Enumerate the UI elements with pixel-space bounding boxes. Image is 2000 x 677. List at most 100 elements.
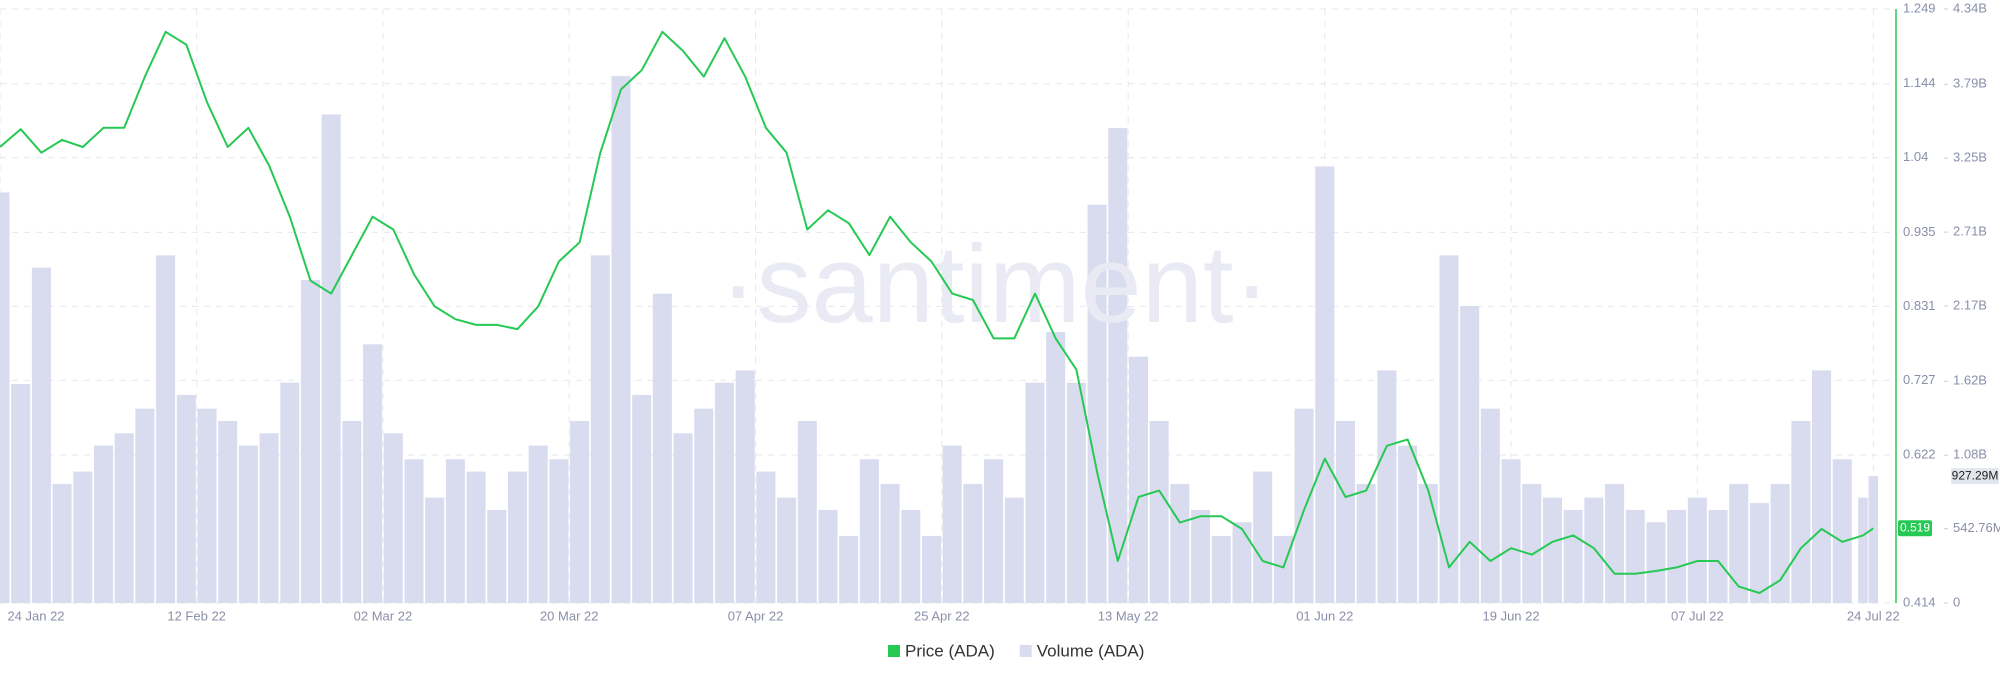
volume-bar	[963, 483, 983, 603]
volume-bar	[1377, 370, 1397, 603]
volume-bar	[11, 384, 31, 603]
x-tick-label: 24 Jul 22	[1847, 608, 1900, 623]
volume-bar	[342, 420, 362, 603]
y-tick-label: 0.935	[1903, 224, 1936, 239]
volume-bar	[921, 535, 941, 603]
volume-bar	[1108, 128, 1128, 603]
volume-bar	[52, 483, 72, 603]
y2-tick-label: 1.62B	[1953, 373, 1987, 388]
volume-bar	[735, 370, 755, 603]
volume-bar	[1522, 483, 1542, 603]
x-tick-label: 07 Apr 22	[728, 608, 784, 623]
legend-swatch	[888, 645, 900, 657]
volume-bar	[197, 408, 217, 603]
volume-bar	[777, 497, 797, 603]
volume-bar	[694, 408, 714, 603]
volume-bar	[383, 433, 403, 603]
volume-bar	[901, 509, 921, 603]
background-layer	[0, 8, 1894, 604]
volume-bar	[984, 459, 1004, 603]
volume-bar	[363, 344, 383, 603]
volume-bar	[487, 509, 507, 603]
last-value-badge	[1898, 520, 1932, 537]
y-tick-label: 0.414	[1903, 594, 1936, 609]
volume-bar	[756, 471, 776, 603]
volume-bar	[218, 420, 238, 603]
y-tick-label: 0.831	[1903, 298, 1936, 313]
volume-bar	[818, 509, 838, 603]
legend-swatch	[1019, 645, 1032, 657]
y2-tick-label: 4.34B	[1953, 0, 1987, 15]
volume-bar	[1335, 420, 1355, 603]
volume-bar	[797, 420, 817, 603]
x-tick-label: 25 Apr 22	[914, 608, 970, 623]
volume-bar	[1232, 522, 1252, 603]
volume-bar	[466, 471, 486, 603]
volume-bar	[1439, 255, 1459, 604]
volume-bar	[1687, 497, 1707, 603]
last-value-label: 0.519	[1900, 520, 1930, 534]
y-tick-label: 0.622	[1903, 446, 1936, 461]
y2-tick-label: 2.71B	[1953, 224, 1987, 239]
volume-bar	[1253, 471, 1273, 603]
x-tick-label: 07 Jul 22	[1671, 608, 1724, 623]
volume-bar	[445, 459, 465, 603]
volume-bar	[1542, 497, 1562, 603]
volume-bar	[611, 76, 631, 603]
volume-bar	[1858, 497, 1868, 603]
volume-bar	[1480, 408, 1500, 603]
volume-bar	[1563, 509, 1583, 603]
volume-bar	[1004, 497, 1024, 603]
volume-bar	[1646, 522, 1666, 603]
volume-bar	[942, 445, 962, 603]
volume-bar	[714, 382, 735, 603]
y2-tick-label: 3.79B	[1953, 76, 1987, 91]
x-tick-label: 24 Jan 22	[7, 608, 64, 623]
volume-bar	[632, 394, 652, 603]
volume-bar	[93, 445, 114, 603]
y2-tick-label: 542.76M	[1953, 520, 2000, 535]
volume-bar	[1356, 483, 1376, 603]
volume-bar	[31, 267, 51, 603]
x-tick-label: 02 Mar 22	[354, 608, 413, 623]
volume-bar	[507, 471, 528, 603]
volume-bar	[1729, 483, 1749, 603]
volume-bar	[1584, 497, 1604, 603]
volume-bar	[1025, 382, 1045, 603]
volume-bar	[1087, 204, 1107, 604]
volume-bar	[156, 255, 176, 604]
volume-bar	[425, 497, 445, 603]
volume-bar	[1149, 420, 1169, 603]
volume-bar	[1211, 535, 1231, 603]
volume-bar	[321, 114, 341, 604]
volume-bar	[1170, 483, 1190, 603]
y-tick-label: 0.727	[1903, 372, 1936, 387]
volume-bar	[1191, 509, 1211, 603]
volume-bar	[1128, 356, 1148, 603]
volume-bar	[1294, 408, 1314, 603]
volume-bar	[1066, 382, 1086, 603]
volume-bar	[300, 279, 321, 603]
y2-tick-label: 3.25B	[1953, 150, 1987, 165]
volume-bar	[1625, 509, 1645, 603]
last-value-badge	[1951, 468, 1999, 485]
volume-bar	[1667, 509, 1687, 603]
volume-bar	[673, 433, 693, 603]
volume-bar	[1605, 483, 1625, 603]
volume-bar	[549, 459, 569, 603]
y2-tick-label: 1.08B	[1953, 447, 1987, 462]
watermark: ·santiment·	[720, 223, 1270, 346]
x-tick-label: 01 Jun 22	[1296, 608, 1353, 623]
volume-bar	[1315, 166, 1335, 604]
volume-bar	[176, 394, 196, 603]
y-tick-label: 1.04	[1903, 149, 1928, 164]
volume-bar	[1791, 420, 1811, 603]
x-tick-label: 20 Mar 22	[540, 608, 599, 623]
volume-bar	[1398, 445, 1418, 603]
volume-bar	[570, 420, 590, 603]
y-tick-label: 1.144	[1903, 75, 1936, 90]
volume-bar	[1418, 483, 1438, 603]
volume-bar	[1046, 332, 1066, 603]
y2-tick-label: 0	[1953, 594, 1960, 609]
volume-bar	[0, 192, 10, 603]
